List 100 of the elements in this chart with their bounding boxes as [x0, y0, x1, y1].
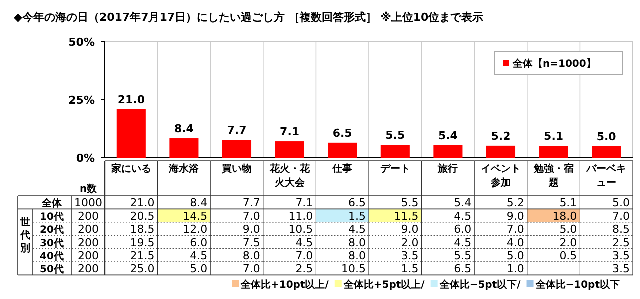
data-label: 4.5 [296, 236, 314, 250]
x-tick-label: 花火・花火大会 [268, 163, 311, 191]
bar [222, 140, 252, 158]
y-tick-label: 50% [68, 36, 95, 49]
data-label: 11.0 [288, 210, 314, 223]
data-label: 3.5 [612, 262, 630, 276]
data-label: 7.1 [280, 126, 300, 139]
y-tick-label: 0% [76, 152, 95, 165]
text: 全体比+5pt以上/ [342, 279, 426, 292]
bar [116, 109, 146, 158]
data-label: 2.0 [401, 236, 419, 250]
data-label: 6.0 [454, 223, 472, 236]
data-label: 5.1 [544, 130, 564, 144]
data-label: 2.0 [560, 236, 578, 250]
data-label: 6.0 [190, 236, 208, 250]
data-label: 7.0 [612, 210, 630, 223]
text: 全体比−5pt以下/ [438, 279, 522, 292]
data-label: 5.1 [560, 196, 578, 210]
bar [434, 145, 463, 158]
bar [486, 146, 516, 158]
data-label: 5.2 [506, 196, 524, 210]
data-label: 4.5 [454, 236, 472, 250]
y-tick-label: 25% [68, 94, 95, 107]
data-label: 7.7 [227, 124, 247, 138]
data-label: 5.0 [596, 130, 617, 144]
data-label: 1000 [74, 196, 102, 210]
data-label: 200 [78, 236, 99, 250]
data-label: 2.5 [296, 262, 314, 276]
data-label: 6.5 [332, 126, 352, 140]
data-label: 12.0 [183, 223, 208, 236]
bar [539, 146, 568, 158]
data-label: 8.4 [174, 122, 194, 136]
data-label: 9.0 [506, 210, 524, 223]
data-label: 25.0 [130, 262, 155, 276]
data-label: 8.0 [242, 250, 260, 262]
y-tick-label: 10代 [40, 210, 64, 223]
chart-title: ◆今年の海の日（2017年7月17日）にしたい過ごし方 ［複数回答形式］ ※上位10位まで表示 [14, 11, 484, 24]
data-label: 7.7 [242, 196, 260, 210]
data-label: 7.0 [242, 210, 260, 223]
data-label: 14.5 [183, 210, 208, 223]
text: 全体比−10pt以下 [534, 279, 620, 292]
data-label: 4.0 [506, 236, 524, 250]
data-label: 8.0 [348, 236, 366, 250]
data-label: 3.5 [401, 250, 419, 262]
data-label: 18.5 [130, 223, 155, 236]
x-tick-label: 旅行 [436, 163, 460, 177]
data-label: 2.5 [612, 236, 630, 250]
bar [275, 142, 304, 158]
x-tick-label: 海水浴 [168, 163, 200, 177]
y-tick-label: 全体 [41, 198, 63, 210]
data-label: 9.0 [401, 223, 419, 236]
data-label: 0.5 [560, 250, 578, 262]
y-tick-label: 20代 [40, 224, 64, 236]
data-label: 11.5 [394, 210, 419, 223]
data-label: 5.4 [438, 129, 458, 142]
data-label: 7.5 [242, 236, 260, 250]
data-label: 21.0 [118, 93, 146, 106]
data-label: 7.0 [506, 223, 524, 236]
data-label: 1.0 [506, 262, 524, 276]
x-tick-label: 買い物 [220, 163, 253, 177]
x-tick-label: 家にいる [110, 163, 152, 177]
y-tick-label: 40代 [40, 250, 64, 262]
data-label: 1.5 [401, 262, 419, 276]
bar [592, 146, 622, 158]
data-label: 3.5 [612, 250, 630, 262]
y-tick-label: 30代 [40, 237, 64, 250]
data-label: 8.5 [612, 223, 630, 236]
data-label: 200 [78, 250, 99, 262]
data-label: 5.0 [612, 196, 630, 210]
legend-label: 全体【n=1000】 [512, 58, 596, 70]
data-label: 6.5 [348, 196, 366, 210]
x-tick-label: イベント参加 [480, 163, 522, 191]
data-label: 200 [78, 223, 99, 236]
data-label: 7.0 [296, 250, 314, 262]
data-label: 18.0 [552, 210, 578, 223]
x-tick-label: 勉強・宿題 [532, 163, 575, 191]
data-label: 8.4 [190, 196, 208, 210]
data-label: 21.0 [130, 196, 155, 210]
data-label: 21.5 [130, 250, 155, 262]
data-label: 19.5 [130, 236, 155, 250]
bar [380, 145, 410, 158]
y-tick-label: 50代 [40, 264, 64, 276]
bar [170, 138, 199, 158]
data-label: 200 [78, 210, 99, 223]
data-label: 7.0 [242, 262, 260, 276]
data-label: 7.1 [296, 196, 314, 210]
data-label: 5.5 [386, 129, 406, 142]
data-label: 1.5 [348, 210, 366, 223]
text: 全体比+10pt以上/ [240, 279, 330, 292]
data-label: 5.5 [401, 196, 419, 210]
data-label: 5.5 [454, 250, 472, 262]
data-label: 5.4 [454, 196, 472, 210]
text: 世代別 [20, 216, 30, 254]
data-label: 5.0 [506, 250, 524, 262]
data-label: 10.5 [342, 262, 366, 276]
data-label: 5.0 [190, 262, 208, 276]
x-tick-label: n数 [80, 183, 98, 195]
data-label: 4.5 [454, 210, 472, 223]
data-label: 9.0 [242, 223, 260, 236]
x-tick-label: バーベキュー [585, 163, 628, 191]
